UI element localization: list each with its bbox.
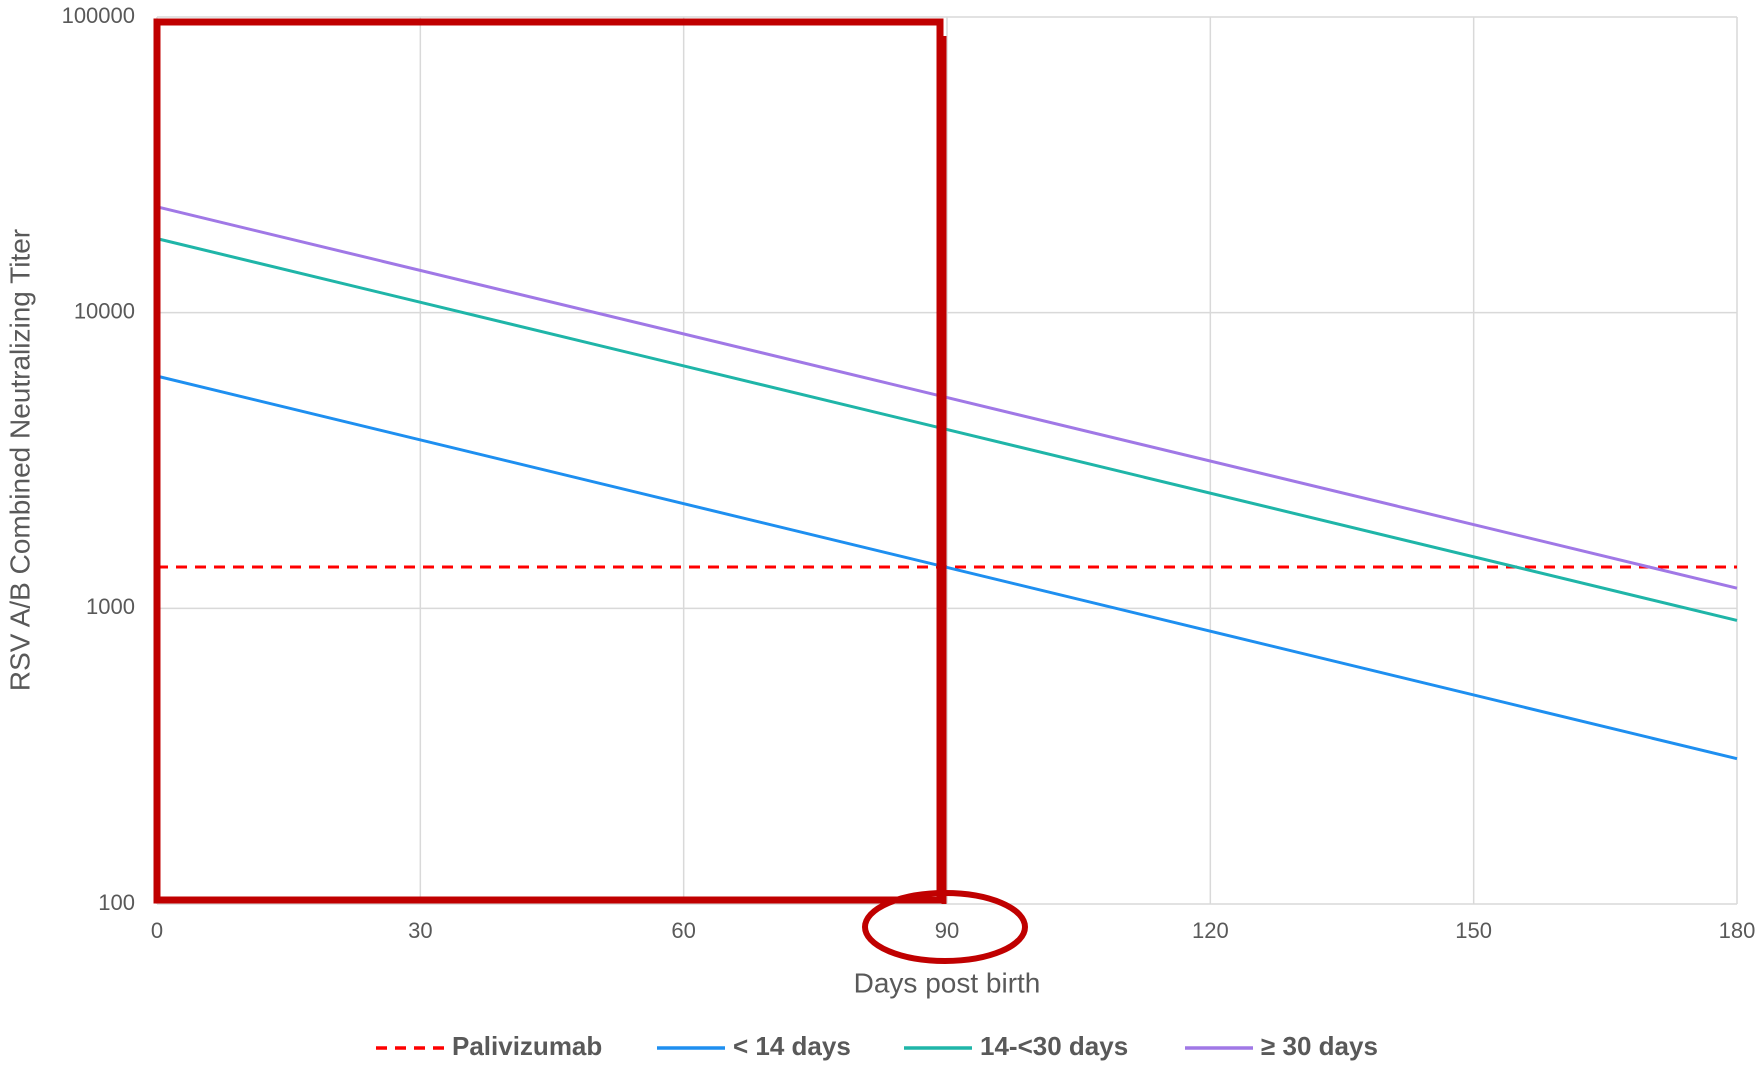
x-tick-label: 90 (935, 918, 959, 943)
legend-label: < 14 days (733, 1031, 851, 1061)
x-tick-label: 60 (671, 918, 695, 943)
legend-label: Palivizumab (452, 1031, 602, 1061)
legend-label: 14-<30 days (980, 1031, 1128, 1061)
x-tick-label: 0 (151, 918, 163, 943)
x-axis-title: Days post birth (854, 967, 1041, 998)
series-line (156, 237, 1738, 622)
x-tick-label: 30 (408, 918, 432, 943)
x-tick-label: 180 (1719, 918, 1756, 943)
series-line (156, 374, 1738, 761)
series-line (156, 205, 1738, 590)
x-tick-label: 120 (1192, 918, 1229, 943)
y-tick-label: 100 (98, 890, 135, 915)
y-axis-title: RSV A/B Combined Neutralizing Titer (4, 229, 35, 691)
y-tick-label: 100000 (62, 3, 135, 28)
highlight-ellipse (862, 890, 1028, 964)
plot-lines (156, 205, 1738, 761)
legend-label: ≥ 30 days (1261, 1031, 1378, 1061)
highlight-box (153, 18, 944, 904)
y-tick-label: 10000 (74, 298, 135, 323)
y-tick-label: 1000 (86, 594, 135, 619)
highlight-annotation (153, 18, 1028, 964)
x-tick-label: 150 (1455, 918, 1492, 943)
legend: Palivizumab < 14 days 14-<30 days ≥ 30 days (376, 1031, 1378, 1061)
grid: 100 1000 10000 100000 0 30 60 90 120 150 180 (62, 3, 1756, 943)
